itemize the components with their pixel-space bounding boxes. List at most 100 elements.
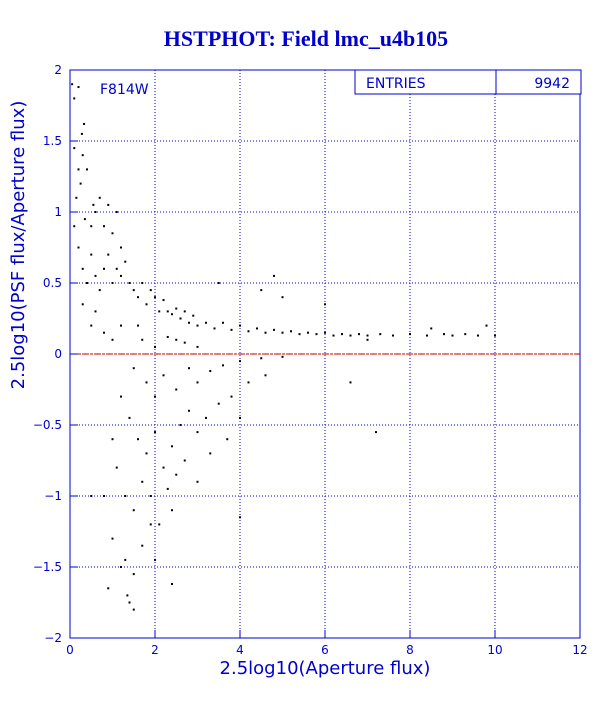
data-point xyxy=(137,296,139,299)
data-point xyxy=(324,331,326,334)
data-point xyxy=(132,289,135,292)
stats-box-value: 9942 xyxy=(534,76,570,92)
data-point xyxy=(196,324,199,327)
data-point xyxy=(162,299,165,302)
data-point xyxy=(115,466,118,469)
data-point xyxy=(75,196,78,199)
y-tick-label: −1.5 xyxy=(33,560,62,574)
data-point xyxy=(90,324,93,327)
data-point xyxy=(145,381,148,384)
data-point xyxy=(128,601,131,604)
x-tick-label: 12 xyxy=(572,643,587,657)
data-point xyxy=(226,438,229,441)
data-point xyxy=(358,333,360,336)
data-point xyxy=(145,452,148,455)
data-point xyxy=(111,438,114,441)
data-point xyxy=(239,360,241,363)
data-point xyxy=(260,357,263,360)
data-point xyxy=(239,516,241,519)
data-point xyxy=(132,573,135,576)
data-point xyxy=(375,431,377,434)
data-point xyxy=(209,452,212,455)
y-tick-label: 2 xyxy=(54,63,62,77)
data-point xyxy=(77,86,80,89)
data-point xyxy=(141,338,144,341)
data-point xyxy=(213,327,216,330)
tick-labels: 0 2 4 6 8 10 12 −2 −1.5 −1 −0.5 0 0.5 1 1.5 2 xyxy=(33,63,588,657)
data-point xyxy=(281,331,284,334)
data-point xyxy=(179,424,182,426)
data-point xyxy=(120,566,122,568)
data-point xyxy=(443,333,445,336)
data-point xyxy=(273,274,275,277)
data-point xyxy=(392,334,394,337)
data-point xyxy=(332,334,335,337)
data-point xyxy=(485,324,488,327)
data-point xyxy=(137,324,139,327)
data-point xyxy=(154,558,156,561)
data-point xyxy=(111,537,114,540)
data-point xyxy=(124,558,127,561)
data-point xyxy=(230,328,233,331)
data-point xyxy=(115,211,118,213)
data-point xyxy=(188,367,190,370)
x-tick-label: 2 xyxy=(151,643,159,657)
data-point xyxy=(196,431,199,434)
data-point xyxy=(166,310,169,313)
y-tick-label: 0 xyxy=(54,347,62,361)
data-point xyxy=(222,364,224,367)
data-point xyxy=(217,282,220,284)
data-point xyxy=(132,608,135,611)
data-point xyxy=(171,509,173,512)
data-point xyxy=(324,303,326,306)
data-point xyxy=(103,225,105,228)
data-point xyxy=(315,333,318,336)
data-point xyxy=(166,335,169,338)
data-point xyxy=(154,296,156,299)
data-point xyxy=(111,338,114,341)
data-point xyxy=(171,583,173,586)
data-point xyxy=(341,333,343,336)
data-point xyxy=(158,523,161,526)
data-point xyxy=(217,402,220,405)
data-point xyxy=(90,225,93,228)
x-tick-label: 4 xyxy=(236,643,244,657)
data-point xyxy=(379,333,382,336)
data-point xyxy=(111,232,114,235)
x-axis-title: 2.5log10(Aperture flux) xyxy=(220,658,431,679)
data-point xyxy=(464,333,467,336)
data-point xyxy=(73,97,76,100)
y-tick-label: −2 xyxy=(44,631,62,645)
data-point xyxy=(141,480,144,483)
data-point xyxy=(409,333,411,336)
data-point xyxy=(222,321,224,324)
data-points xyxy=(71,83,496,611)
data-point xyxy=(103,267,105,270)
data-point xyxy=(103,495,105,497)
data-point xyxy=(162,374,165,377)
data-point xyxy=(494,334,496,337)
data-point xyxy=(298,333,301,336)
data-point xyxy=(247,381,250,384)
data-point xyxy=(107,203,110,206)
data-point xyxy=(137,438,139,441)
data-point xyxy=(79,182,82,185)
data-point xyxy=(120,274,122,277)
data-point xyxy=(141,544,144,547)
data-point xyxy=(71,83,74,86)
data-point xyxy=(239,416,241,419)
data-point xyxy=(171,313,173,316)
data-point xyxy=(171,445,173,448)
data-point xyxy=(124,260,127,263)
data-point xyxy=(205,416,207,419)
data-point xyxy=(128,282,131,284)
data-point xyxy=(430,327,433,330)
stats-box-label: ENTRIES xyxy=(366,76,426,92)
y-tick-label: 0.5 xyxy=(43,276,62,290)
data-point xyxy=(307,331,309,334)
data-point xyxy=(451,334,454,337)
data-point xyxy=(80,132,83,135)
data-point xyxy=(196,480,199,483)
data-point xyxy=(205,321,207,324)
